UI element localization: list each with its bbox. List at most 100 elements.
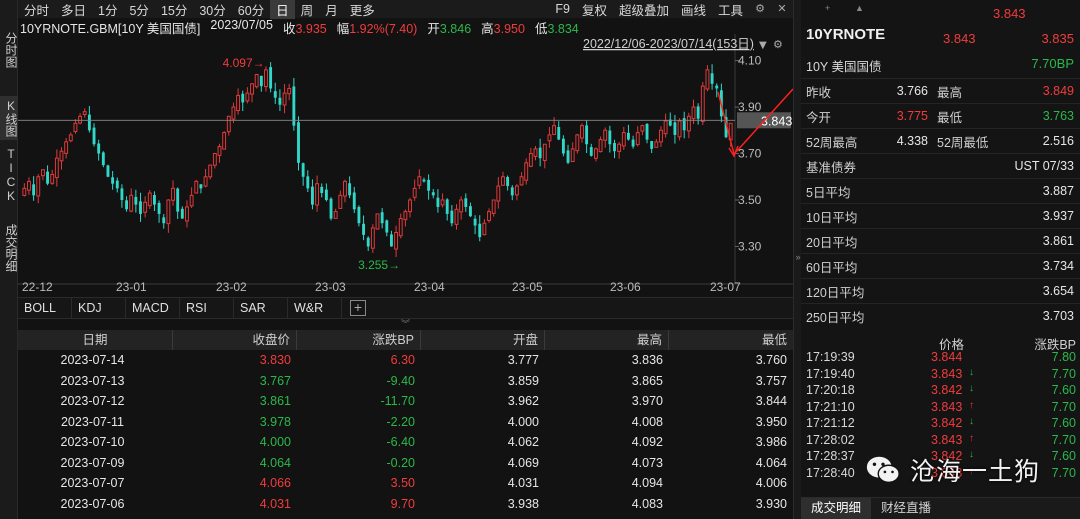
stat-label-2: 最高 [937,85,963,100]
arrow-up-icon: ↑ [969,399,974,411]
candle-body-136 [654,141,659,148]
current-price-label: 3.843 [761,114,792,128]
date-cell: 2023-07-09 [60,455,125,470]
collapse-chevron-icon[interactable]: ︾ [18,319,793,329]
candle-body-135 [650,141,654,149]
period-tab-0[interactable]: 分时 [24,3,50,18]
toolbar-item-3[interactable]: 画线 [680,3,706,18]
close-cell: 3.978 [259,414,291,429]
ask-price: 3.835 [1041,31,1074,46]
period-tab-3[interactable]: 5分 [129,3,149,18]
column-header-1[interactable]: 收盘价 [173,330,297,350]
candle-body-33 [176,188,180,212]
candle-body-65 [324,189,328,200]
tick-price: 3.844 [931,350,963,364]
quote-header: + ▲ 3.843 10YRNOTE 3.843 3.835 10Y 美国国债 … [801,0,1080,74]
candle-body-63 [315,183,320,206]
candle-body-38 [199,184,203,189]
table-row[interactable]: 2023-07-13 3.767 -9.40 3.859 3.865 3.757 [18,371,793,392]
min-price-label: 3.255→ [358,258,400,272]
candle-body-24 [134,196,138,205]
candle-body-114 [552,125,557,135]
period-tab-6[interactable]: 60分 [237,3,265,18]
indicator-tab-0[interactable]: BOLL [18,298,72,318]
stat-row: 20日平均 3.861 [801,228,1080,253]
candle-body-30 [162,217,166,224]
candle-body-34 [180,208,184,219]
candle-body-52 [264,69,268,88]
indicator-tab-3[interactable]: RSI [180,298,234,318]
toolbar-item-0[interactable]: F9 [555,2,570,16]
indicator-tab-1[interactable]: KDJ [72,298,126,318]
candle-body-122 [589,147,593,156]
period-toolbar: 分时 多日 1分 5分 15分 30分 60分日周月更多 F9 复权 超级叠加 画线 工具 ⚙ ✕ [18,0,793,19]
vertical-tab-3[interactable]: 成交明细 [4,224,18,272]
toolbar-item-1[interactable]: 复权 [581,3,607,18]
table-row[interactable]: 2023-07-11 3.978 -2.20 4.000 4.008 3.950 [18,412,793,433]
period-tab-7[interactable]: 日 [270,0,295,19]
candle-body-49 [250,83,254,95]
candle-body-131 [631,139,635,147]
stat-row: 昨收 3.766 最高 3.849 [801,78,1080,103]
chart-svg[interactable]: 2022/12/06-2023/07/14(153日) ▼ ⚙ 4.10 3.90 3.7… [18,34,793,296]
expand-arrows-icon[interactable]: » [795,252,801,262]
low-cell: 3.760 [755,353,787,368]
table-row[interactable]: 2023-07-07 4.066 3.50 4.031 4.094 4.006 [18,473,793,494]
gear-icon[interactable]: ⚙ [755,3,765,15]
pin-icon[interactable]: + [825,3,831,13]
vertical-tab-0[interactable]: 分时图 [4,32,18,68]
column-header-3[interactable]: 开盘 [421,330,545,350]
candle-body-21 [120,188,124,200]
candle-body-56 [282,92,287,106]
column-header-2[interactable]: 涨跌BP [297,330,421,350]
quote-info-line: 10YRNOTE.GBM[10Y 美国国债] 2023/07/05 收3.935… [18,18,793,36]
period-tab-5[interactable]: 30分 [199,3,226,18]
range-dropdown-icon: ▼ [759,40,767,51]
candle-body-28 [153,194,156,205]
period-tab-4[interactable]: 15分 [160,3,188,18]
table-row[interactable]: 2023-07-14 3.830 6.30 3.777 3.836 3.760 [18,350,793,371]
tick-change: 7.60 [1051,416,1076,430]
close-icon[interactable]: ✕ [777,3,787,15]
stat-row: 52周最高 4.338 52周最低 2.516 [801,128,1080,153]
candle-body-8 [59,150,64,162]
vertical-tab-1[interactable]: K线图 [0,96,18,140]
toolbar-item-4[interactable]: 工具 [717,3,743,18]
column-header-4[interactable]: 最高 [545,330,669,350]
column-header-0[interactable]: 日期 [18,330,173,350]
bar-date: 2023/07/05 [210,18,273,32]
candle-body-45 [231,106,236,120]
bell-icon[interactable]: ▲ [855,3,864,13]
toolbar-item-2[interactable]: 超级叠加 [618,3,669,18]
table-row[interactable]: 2023-07-10 4.000 -6.40 4.062 4.092 3.986 [18,432,793,453]
period-tab-2[interactable]: 1分 [98,3,118,18]
bottom-tab-1[interactable]: 财经直播 [881,501,932,515]
candlestick-chart[interactable]: 2022/12/06-2023/07/14(153日) ▼ ⚙ 4.10 3.90 3.7… [18,34,793,296]
candle-body-90 [440,199,445,206]
panel-divider[interactable]: » [793,0,801,519]
date-cell: 2023-07-13 [60,373,125,388]
candle-body-78 [385,220,389,233]
close-cell: 4.066 [259,476,291,491]
period-tab-10[interactable]: 更多 [349,3,375,18]
low-label: 低 [534,22,548,36]
change-cell: -0.20 [386,455,416,470]
column-header-5[interactable]: 最低 [761,333,787,347]
period-tab-8[interactable]: 周 [300,3,314,18]
indicator-tab-5[interactable]: W&R [288,298,342,318]
x-tick-label-4: 23-04 [414,280,445,294]
indicator-tab-2[interactable]: MACD [126,298,180,318]
stat-value: 3.766 [896,84,928,98]
vertical-tab-2[interactable]: TICK [4,147,18,203]
table-row[interactable]: 2023-07-09 4.064 -0.20 4.069 4.073 4.064 [18,453,793,474]
period-tab-1[interactable]: 多日 [61,3,87,18]
table-row[interactable]: 2023-07-06 4.031 9.70 3.938 4.083 3.930 [18,494,793,515]
vertical-tab-bar: 分时图 K线图 TICK 成交明细 [0,0,18,519]
change-bp: 7.70BP [1031,56,1074,71]
period-tab-9[interactable]: 月 [325,3,338,18]
add-indicator-icon[interactable]: + [350,300,366,316]
candle-body-73 [362,223,365,235]
bottom-tab-0[interactable]: 成交明细 [801,498,872,519]
indicator-tab-4[interactable]: SAR [234,298,288,318]
table-row[interactable]: 2023-07-12 3.861 -11.70 3.962 3.970 3.844 [18,391,793,412]
